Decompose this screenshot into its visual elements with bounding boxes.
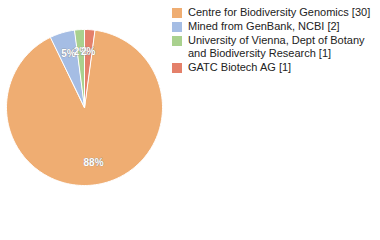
- svg-text:2%: 2%: [81, 46, 96, 57]
- html-text:Mined from GenBank, NCBI [2]: Mined from GenBank, NCBI [2]: [188, 20, 340, 32]
- html-text:University of Vienna, Dept of: University of Vienna, Dept of Botany and…: [188, 34, 365, 59]
- svg-text:5%: 5%: [61, 47, 76, 59]
- svg-text:88%: 88%: [84, 157, 104, 168]
- html-text:Centre for Biodiversity Genomi: Centre for Biodiversity Genomics [30]: [188, 6, 371, 18]
- html-text:GATC Biotech AG [1]: GATC Biotech AG [1]: [188, 61, 292, 73]
